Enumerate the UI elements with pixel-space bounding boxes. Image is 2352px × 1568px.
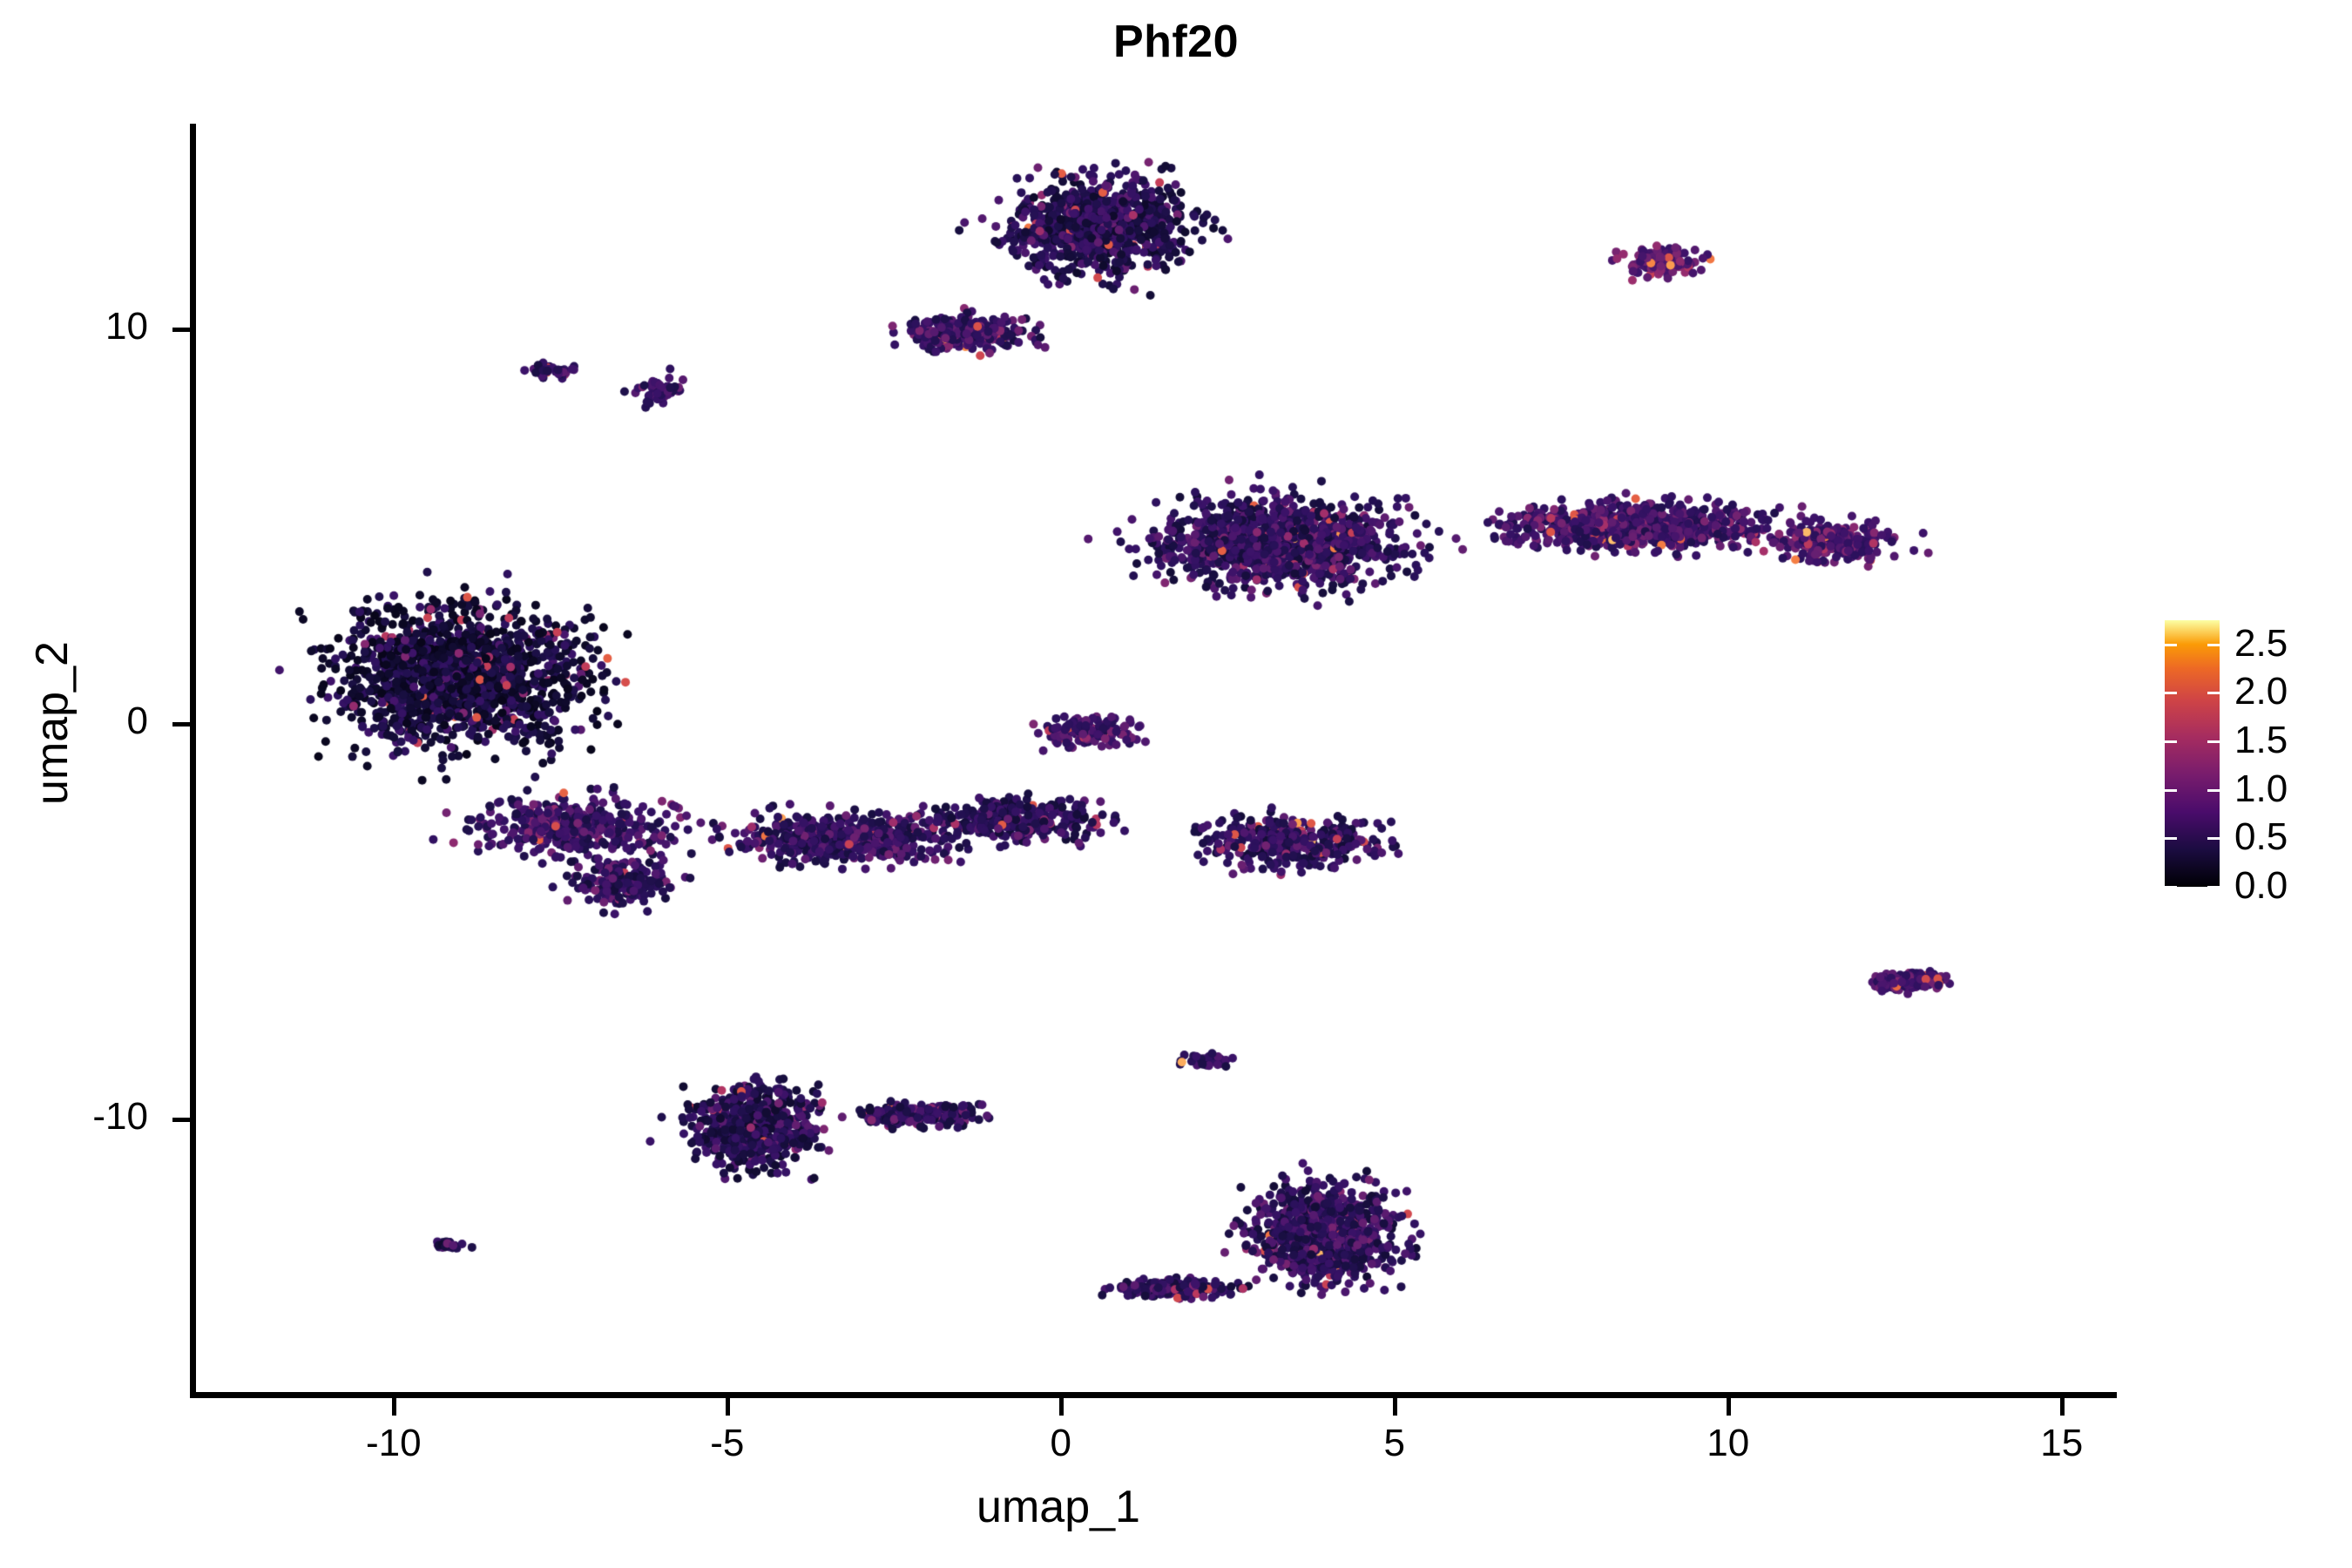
- y-tick-label: 0: [126, 700, 148, 743]
- colorbar-tick-mark: [2207, 692, 2220, 695]
- y-tick-mark: [172, 722, 190, 727]
- colorbar-tick-mark: [2165, 740, 2177, 744]
- colorbar-tick-mark: [2165, 643, 2177, 646]
- colorbar-tick-mark: [2165, 692, 2177, 695]
- colorbar-tick-mark: [2207, 837, 2220, 841]
- colorbar-tick-mark: [2207, 643, 2220, 646]
- x-tick-label: -5: [710, 1422, 745, 1464]
- colorbar-tick-mark: [2165, 788, 2177, 792]
- colorbar-tick-mark: [2165, 886, 2177, 889]
- x-tick-mark: [725, 1398, 730, 1416]
- page-title: Phf20: [1112, 17, 1240, 67]
- colorbar-tick-mark: [2207, 886, 2220, 889]
- scatter-points-canvas: [193, 124, 2115, 1396]
- y-axis-title: umap_2: [27, 641, 78, 805]
- x-axis-title: umap_1: [977, 1482, 1140, 1532]
- x-tick-label: 10: [1707, 1422, 1750, 1464]
- x-tick-label: -10: [365, 1422, 422, 1464]
- colorbar-tick-mark: [2207, 788, 2220, 792]
- x-tick-label: 0: [1050, 1422, 1071, 1464]
- x-tick-mark: [1058, 1398, 1064, 1416]
- y-axis-line: [190, 124, 196, 1397]
- x-tick-mark: [1726, 1398, 1731, 1416]
- x-tick-label: 5: [1383, 1422, 1405, 1464]
- x-tick-mark: [2059, 1398, 2065, 1416]
- y-tick-mark: [172, 1117, 190, 1122]
- x-tick-label: 15: [2040, 1422, 2084, 1464]
- y-tick-label: 10: [105, 304, 148, 348]
- colorbar-tick-label: 2.5: [2234, 621, 2288, 665]
- x-tick-mark: [1392, 1398, 1397, 1416]
- y-tick-mark: [172, 327, 190, 332]
- colorbar-tick-label: 0.0: [2234, 864, 2288, 907]
- colorbar-tick-label: 1.5: [2234, 719, 2288, 762]
- colorbar-legend: 0.0 0.5 1.0 1.5 2.0 2.5: [2165, 615, 2339, 907]
- colorbar-tick-label: 2.0: [2234, 670, 2288, 713]
- colorbar-tick-label: 1.0: [2234, 767, 2288, 810]
- colorbar-tick-mark: [2207, 740, 2220, 744]
- y-tick-label: -10: [92, 1094, 148, 1138]
- colorbar-tick-label: 0.5: [2234, 815, 2288, 859]
- colorbar-gradient: [2165, 620, 2220, 887]
- plot-area: [193, 124, 2115, 1396]
- x-tick-mark: [391, 1398, 396, 1416]
- colorbar-tick-mark: [2165, 837, 2177, 841]
- x-axis-line: [190, 1392, 2117, 1398]
